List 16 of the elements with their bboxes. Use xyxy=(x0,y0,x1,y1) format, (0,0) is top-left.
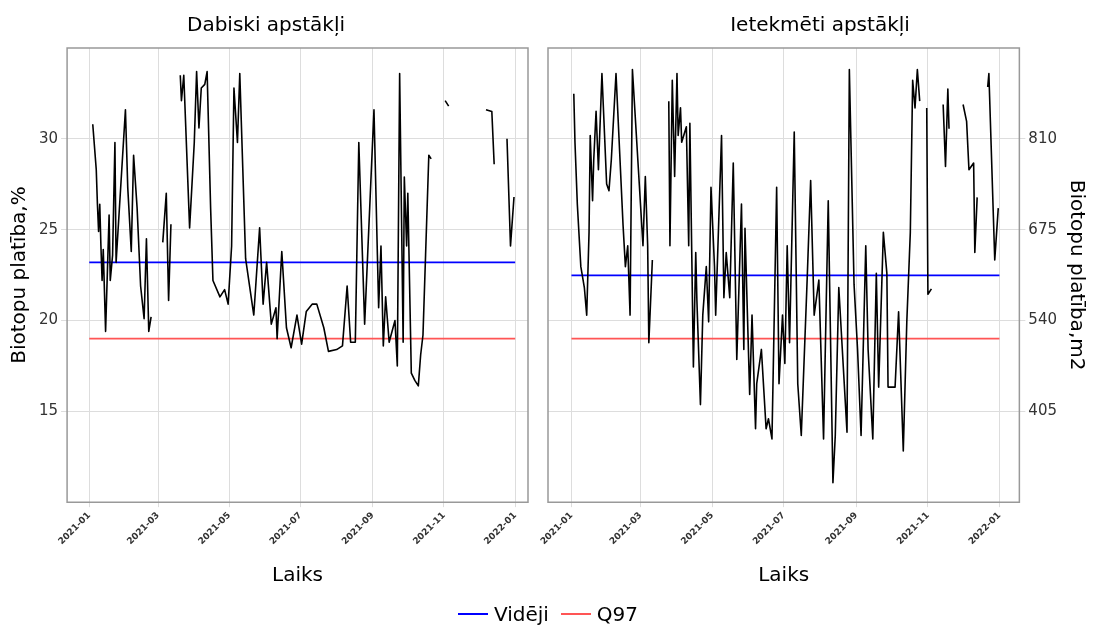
y2-tick-label: 405 xyxy=(1028,401,1058,420)
legend-label: Vidēji xyxy=(493,602,549,626)
y2-axis-title: Biotopu platība,m2 xyxy=(1065,179,1090,371)
y2-tick-label: 810 xyxy=(1028,128,1058,147)
x-axis-title: Laiks xyxy=(272,562,324,587)
chart-title: Ietekmēti apstākļi xyxy=(730,12,910,37)
chart-title: Dabiski apstākļi xyxy=(187,12,345,37)
y2-tick-label: 675 xyxy=(1028,219,1058,238)
legend-label: Q97 xyxy=(596,602,639,626)
y-tick-label: 25 xyxy=(38,219,59,238)
x-axis-title: Laiks xyxy=(758,562,810,587)
y-tick-label: 15 xyxy=(38,401,59,420)
y2-tick-label: 540 xyxy=(1028,310,1058,329)
y-tick-label: 30 xyxy=(38,128,59,147)
y-axis-title: Biotopu platība,% xyxy=(6,186,31,364)
y-tick-label: 20 xyxy=(38,310,59,329)
